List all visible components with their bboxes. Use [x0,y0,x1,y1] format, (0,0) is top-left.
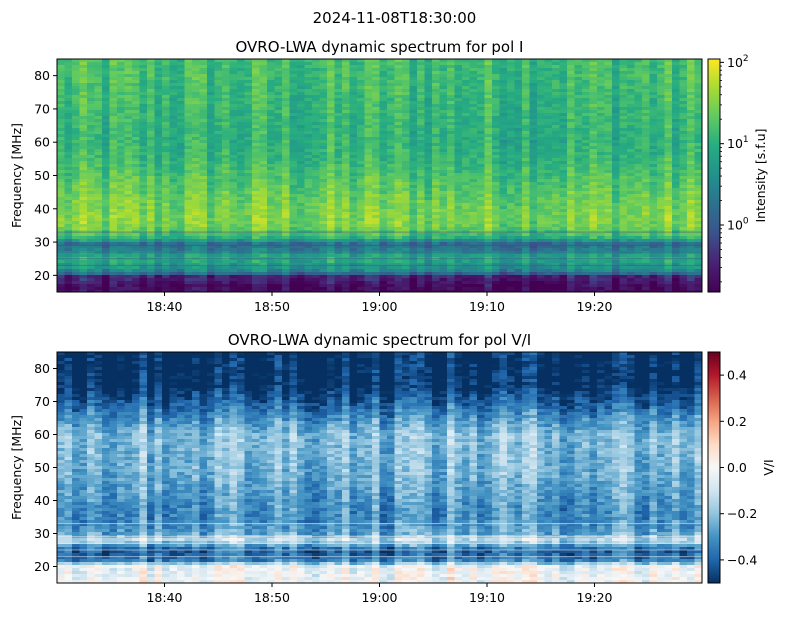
y-tick-label: 70 [34,101,50,116]
y-tick-label: 80 [34,68,50,83]
x-tick-label: 19:00 [361,299,397,314]
panel-pol-v-over-i: OVRO-LWA dynamic spectrum for pol V/I 20 3… [9,331,776,605]
x-tick-label: 19:20 [576,590,612,605]
colorbar-label: Intensity [s.f.u] [753,128,768,222]
colorbar-tick-label: 0.4 [727,368,747,383]
y-tick-label: 30 [34,526,50,541]
y-tick-label: 40 [34,201,50,216]
colorbar [707,351,721,584]
x-tick-label: 18:50 [254,299,290,314]
x-tick-label: 18:40 [146,299,182,314]
heatmap-image [57,352,702,583]
x-tick-label: 19:10 [469,299,505,314]
y-tick-label: 40 [34,493,50,508]
y-tick-label: 80 [34,361,50,376]
x-tick-label: 19:20 [576,299,612,314]
y-tick-label: 60 [34,427,50,442]
colorbar-tick-label: 102 [727,54,749,70]
x-tick-label: 19:10 [469,590,505,605]
y-tick-label: 50 [34,168,50,183]
x-tick-label: 18:50 [254,590,290,605]
panel-title: OVRO-LWA dynamic spectrum for pol I [236,38,524,56]
colorbar-tick-label: 0.2 [727,414,747,429]
colorbar-label: V/I [761,459,776,475]
colorbar-tick-label: −0.4 [727,552,757,567]
y-tick-label: 20 [34,559,50,574]
y-tick-label: 20 [34,268,50,283]
heatmap-image [57,59,702,292]
colorbar-tick-label: 101 [727,135,749,151]
y-axis-label: Frequency [MHz] [9,415,24,520]
y-tick-label: 60 [34,135,50,150]
y-tick-label: 50 [34,460,50,475]
colorbar [707,58,721,293]
colorbar-tick-label: 0.0 [727,460,747,475]
panel-title: OVRO-LWA dynamic spectrum for pol V/I [228,331,531,349]
y-axis-label: Frequency [MHz] [9,123,24,228]
panel-pol-i: OVRO-LWA dynamic spectrum for pol I 20 30 4… [9,38,768,314]
x-tick-label: 19:00 [361,590,397,605]
colorbar-tick-label: −0.2 [727,506,757,521]
y-tick-label: 30 [34,235,50,250]
x-tick-label: 18:40 [146,590,182,605]
y-tick-label: 70 [34,394,50,409]
figure-suptitle: 2024-11-08T18:30:00 [313,9,477,27]
colorbar-tick-label: 100 [727,217,749,233]
